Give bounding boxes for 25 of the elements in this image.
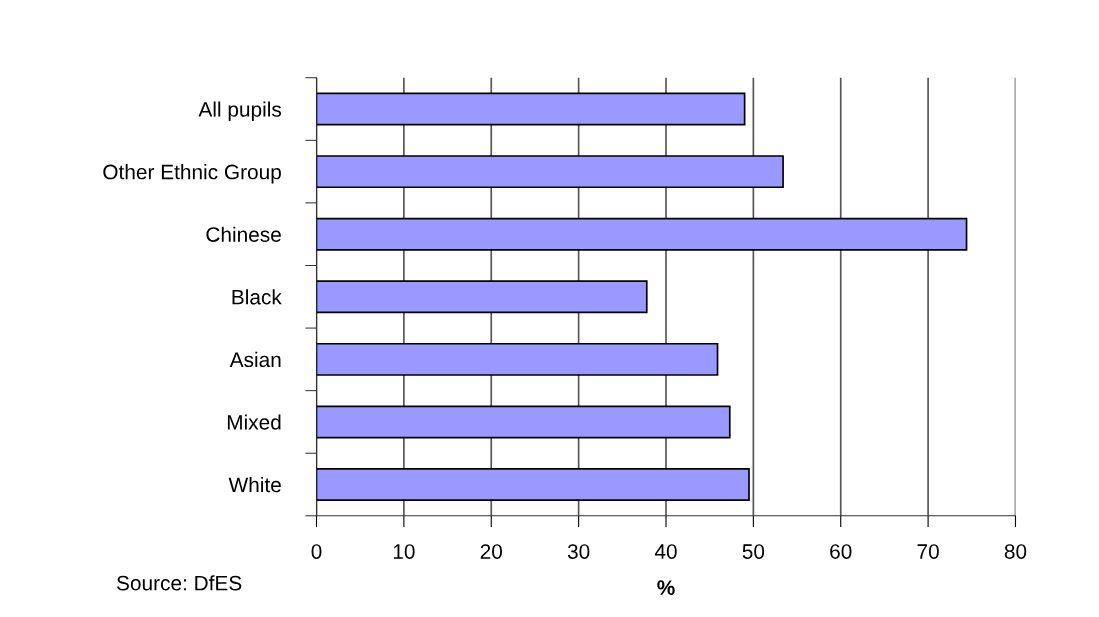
x-tick-label: 50	[742, 544, 765, 559]
y-tick-label: Other Ethnic Group	[103, 164, 281, 184]
bar	[316, 92, 746, 126]
bar	[316, 280, 648, 314]
bar	[316, 155, 784, 189]
x-tick-label: 20	[480, 544, 503, 559]
bar	[316, 468, 750, 502]
bar	[316, 217, 968, 251]
x-tick-label: 40	[654, 544, 677, 559]
x-tick-label: 70	[917, 544, 939, 559]
bar	[316, 405, 731, 439]
x-axis-title: %	[657, 580, 675, 595]
y-tick-label: Asian	[229, 351, 281, 368]
source-note: Source: DfES	[116, 575, 242, 591]
y-tick-label: All pupils	[198, 101, 282, 121]
x-tick-label: 30	[567, 544, 590, 559]
y-tick-label: White	[228, 476, 281, 493]
y-tick-label: Black	[232, 289, 282, 305]
y-tick-label: Chinese	[206, 226, 281, 242]
x-tick-label: 80	[1004, 544, 1027, 559]
x-tick-label: 10	[393, 544, 415, 559]
y-tick-label: Mixed	[227, 414, 281, 430]
x-tick-label: 60	[830, 544, 852, 559]
bar	[316, 342, 719, 376]
x-tick-label: 0	[311, 544, 322, 559]
